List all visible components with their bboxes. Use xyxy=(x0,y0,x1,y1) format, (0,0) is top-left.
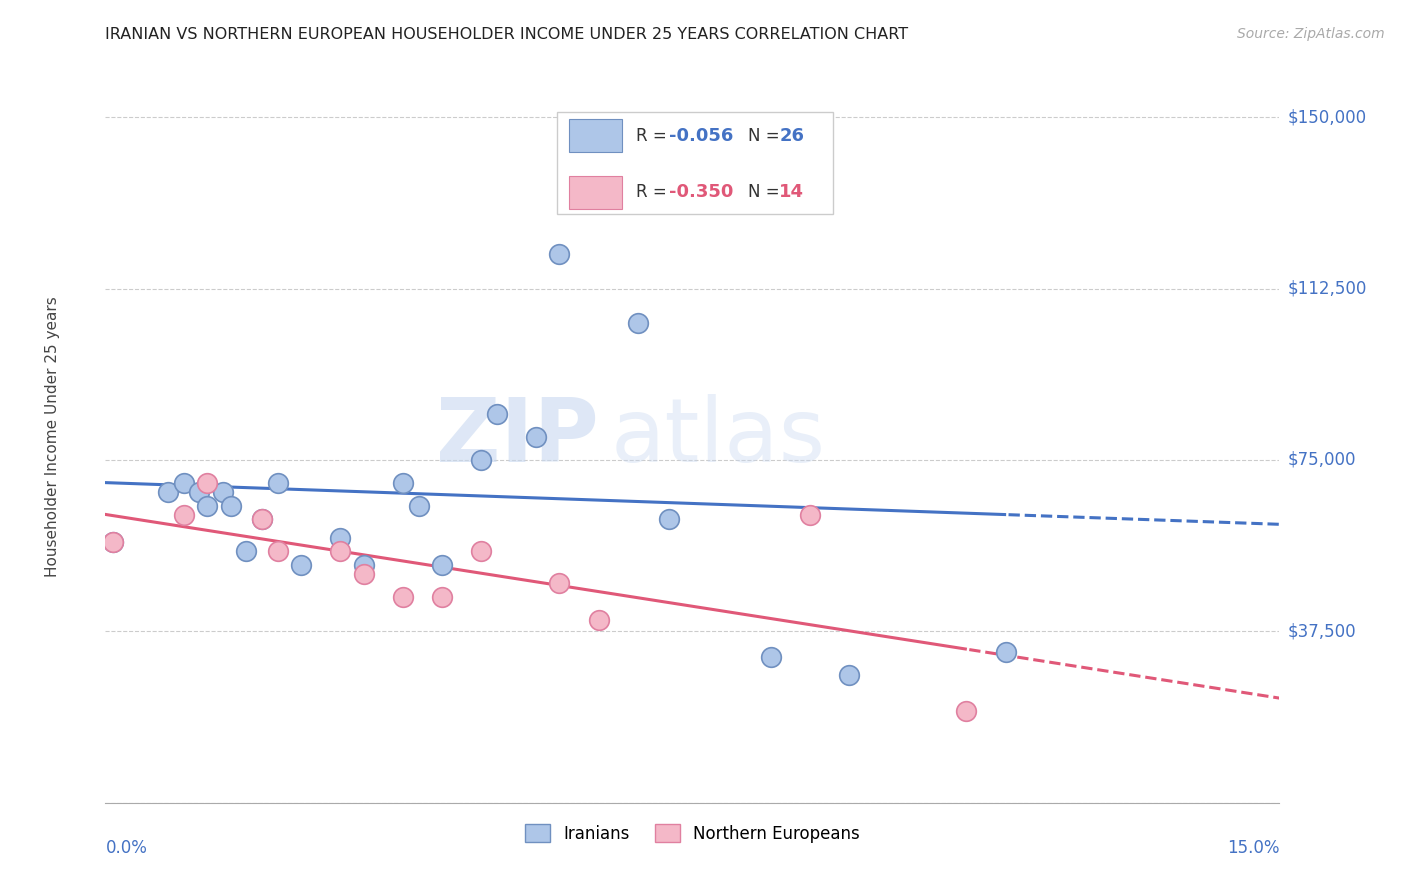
Point xyxy=(408,499,430,513)
Point xyxy=(548,247,571,261)
Point xyxy=(235,544,257,558)
Text: atlas: atlas xyxy=(610,393,825,481)
Text: 14: 14 xyxy=(779,183,804,201)
Point xyxy=(799,508,821,522)
Text: $75,000: $75,000 xyxy=(1288,451,1357,469)
Point xyxy=(353,558,375,573)
Point xyxy=(524,430,547,444)
Text: IRANIAN VS NORTHERN EUROPEAN HOUSEHOLDER INCOME UNDER 25 YEARS CORRELATION CHART: IRANIAN VS NORTHERN EUROPEAN HOUSEHOLDER… xyxy=(105,27,908,42)
Point xyxy=(157,485,180,500)
Text: $112,500: $112,500 xyxy=(1288,279,1367,298)
Point xyxy=(103,535,125,549)
Point xyxy=(195,499,218,513)
Point xyxy=(994,645,1017,659)
Point xyxy=(627,316,650,330)
Point xyxy=(838,667,860,681)
Text: 15.0%: 15.0% xyxy=(1227,839,1279,857)
Point xyxy=(329,531,352,545)
Text: Householder Income Under 25 years: Householder Income Under 25 years xyxy=(45,297,60,577)
Point xyxy=(759,649,782,664)
Point xyxy=(955,705,977,719)
Text: ZIP: ZIP xyxy=(436,393,599,481)
Bar xyxy=(569,120,621,153)
Text: $150,000: $150,000 xyxy=(1288,108,1367,126)
Bar xyxy=(569,176,621,209)
Point xyxy=(103,535,125,549)
Point xyxy=(430,590,453,604)
Point xyxy=(250,512,273,526)
Point xyxy=(250,512,273,526)
Text: Source: ZipAtlas.com: Source: ZipAtlas.com xyxy=(1237,27,1385,41)
Text: R =: R = xyxy=(636,183,672,201)
Point xyxy=(353,567,375,582)
Point xyxy=(588,613,610,627)
Point xyxy=(588,155,610,169)
Point xyxy=(548,576,571,591)
Point xyxy=(195,475,218,490)
Text: $37,500: $37,500 xyxy=(1288,623,1357,640)
Text: -0.350: -0.350 xyxy=(669,183,734,201)
Point xyxy=(392,590,415,604)
Point xyxy=(470,453,492,467)
Point xyxy=(430,558,453,573)
Point xyxy=(266,475,288,490)
Point xyxy=(173,508,195,522)
Point xyxy=(173,475,195,490)
Text: 0.0%: 0.0% xyxy=(105,839,148,857)
Point xyxy=(485,407,508,421)
Text: -0.056: -0.056 xyxy=(669,127,734,145)
Point xyxy=(219,499,242,513)
Point xyxy=(266,544,288,558)
Point xyxy=(470,544,492,558)
Point xyxy=(290,558,312,573)
Text: 26: 26 xyxy=(779,127,804,145)
FancyBboxPatch shape xyxy=(557,112,834,214)
Text: R =: R = xyxy=(636,127,672,145)
Point xyxy=(658,512,681,526)
Text: N =: N = xyxy=(748,183,785,201)
Point xyxy=(392,475,415,490)
Point xyxy=(211,485,233,500)
Point xyxy=(188,485,211,500)
Point xyxy=(329,544,352,558)
Legend: Iranians, Northern Europeans: Iranians, Northern Europeans xyxy=(519,818,866,849)
Text: N =: N = xyxy=(748,127,785,145)
